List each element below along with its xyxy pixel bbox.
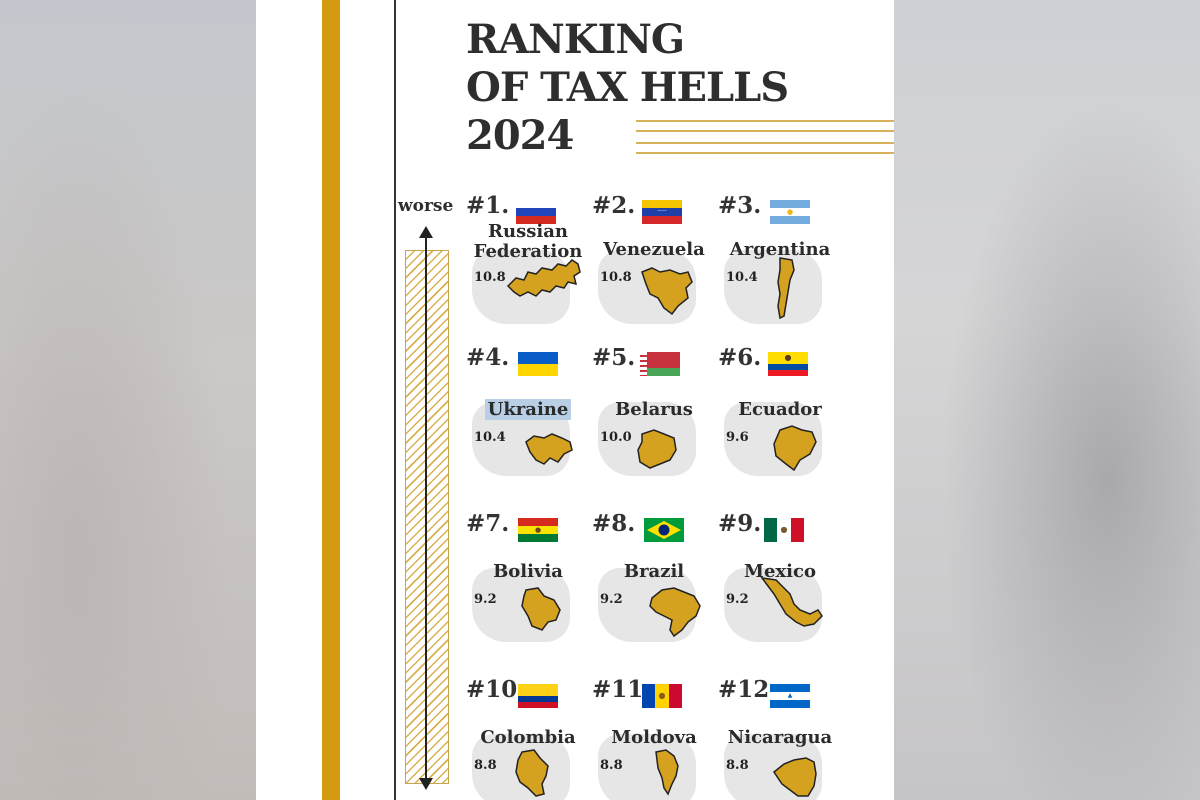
country-card-argentina: #3. ● Argentina 10.4 [718, 192, 848, 342]
country-card-belarus: #5. Belarus 10.0 [592, 344, 722, 494]
argentina-map-icon [777, 257, 795, 320]
country-name: Belarus [615, 399, 693, 420]
nicaragua-flag-icon: ▲ [770, 684, 810, 708]
country-name: Argentina [729, 239, 831, 260]
score-value: 9.2 [474, 592, 497, 607]
rank-label: #12. [718, 676, 778, 703]
ukraine-flag-icon [518, 352, 558, 376]
score-value: 10.4 [726, 270, 758, 285]
ecuador-flag-icon: ● [768, 352, 808, 376]
rank-label: #4. [466, 344, 510, 371]
mexico-flag-icon: ● [764, 518, 804, 542]
colombia-flag-icon [518, 684, 558, 708]
belarus-map-icon [637, 429, 677, 469]
rank-label: #1. [466, 192, 510, 219]
rank-label: #7. [466, 510, 510, 537]
rank-label: #5. [592, 344, 636, 371]
russia-map-icon [506, 259, 581, 297]
nicaragua-map-icon [772, 757, 817, 797]
country-name: Ecuador [738, 399, 822, 420]
ecuador-map-icon [773, 425, 817, 472]
rank-label: #6. [718, 344, 762, 371]
country-blob [598, 734, 696, 800]
country-card-venezuela: #2. ····· Venezuela 10.8 [592, 192, 722, 342]
worse-label: worse [398, 196, 454, 216]
country-card-bolivia: #7. ● Bolivia 9.2 [466, 510, 596, 660]
country-card-russia: #1. Russian Federation 10.8 [466, 192, 596, 342]
ukraine-map-icon [525, 433, 573, 465]
rank-label: #2. [592, 192, 636, 219]
rank-label: #9. [718, 510, 762, 537]
arrow-down-icon [419, 778, 433, 790]
country-blob [724, 250, 822, 324]
country-name: Nicaragua [727, 727, 833, 748]
score-value: 10.0 [600, 430, 632, 445]
scale-arrow-shaft [425, 232, 427, 784]
country-card-brazil: #8. Brazil 9.2 [592, 510, 722, 660]
belarus-flag-icon [640, 352, 680, 376]
bolivia-flag-icon: ● [518, 518, 558, 542]
country-name: Colombia [480, 727, 576, 748]
country-name: Ukraine [466, 399, 590, 420]
brazil-flag-icon [644, 518, 684, 542]
score-value: 8.8 [600, 758, 623, 773]
country-name: Moldova [611, 727, 697, 748]
rank-label: #8. [592, 510, 636, 537]
country-name: Mexico [744, 561, 816, 582]
russia-flag-icon [516, 200, 556, 224]
score-value: 10.8 [600, 270, 632, 285]
argentina-flag-icon: ● [770, 200, 810, 224]
hatched-scale-bar [405, 250, 449, 784]
score-value: 8.8 [726, 758, 749, 773]
country-name: Bolivia [493, 561, 563, 582]
venezuela-flag-icon: ····· [642, 200, 682, 224]
score-value: 8.8 [474, 758, 497, 773]
title-line-1: RANKING [466, 16, 685, 63]
brazil-map-icon [649, 587, 701, 638]
title-line-3: 2024 [466, 112, 574, 159]
country-name: Russian Federation [473, 221, 583, 262]
background-left [0, 0, 256, 800]
gold-side-bar [322, 0, 340, 800]
score-value: 9.6 [726, 430, 749, 445]
arrow-up-icon [419, 226, 433, 238]
country-card-mexico: #9. ● Mexico 9.2 [718, 510, 848, 660]
title-line-2: OF TAX HELLS [466, 64, 789, 111]
moldova-flag-icon: ● [642, 684, 682, 708]
score-value: 10.4 [474, 430, 506, 445]
mexico-map-icon [760, 577, 823, 627]
rank-label: #10. [466, 676, 526, 703]
bolivia-map-icon [521, 587, 561, 631]
country-name: Venezuela [603, 239, 705, 260]
vertical-rule [394, 0, 396, 800]
venezuela-map-icon [641, 267, 693, 316]
score-value: 10.8 [474, 270, 506, 285]
score-value: 9.2 [600, 592, 623, 607]
decorative-lines [634, 100, 894, 160]
country-card-ecuador: #6. ● Ecuador 9.6 [718, 344, 848, 494]
country-card-nicaragua: #12. ▲ Nicaragua 8.8 [718, 676, 848, 800]
score-value: 9.2 [726, 592, 749, 607]
page-title: RANKING OF TAX HELLS 2024 [466, 16, 789, 160]
rank-label: #3. [718, 192, 762, 219]
background-right [894, 0, 1200, 800]
country-name: Brazil [623, 561, 685, 582]
rank-label: #11. [592, 676, 652, 703]
country-card-moldova: #11. ● Moldova 8.8 [592, 676, 722, 800]
colombia-map-icon [515, 749, 549, 797]
infographic-page: RANKING OF TAX HELLS 2024 worse #1. Russ… [256, 0, 894, 800]
country-card-ukraine: #4. Ukraine 10.4 [466, 344, 596, 494]
moldova-map-icon [655, 749, 679, 796]
country-card-colombia: #10. Colombia 8.8 [466, 676, 596, 800]
